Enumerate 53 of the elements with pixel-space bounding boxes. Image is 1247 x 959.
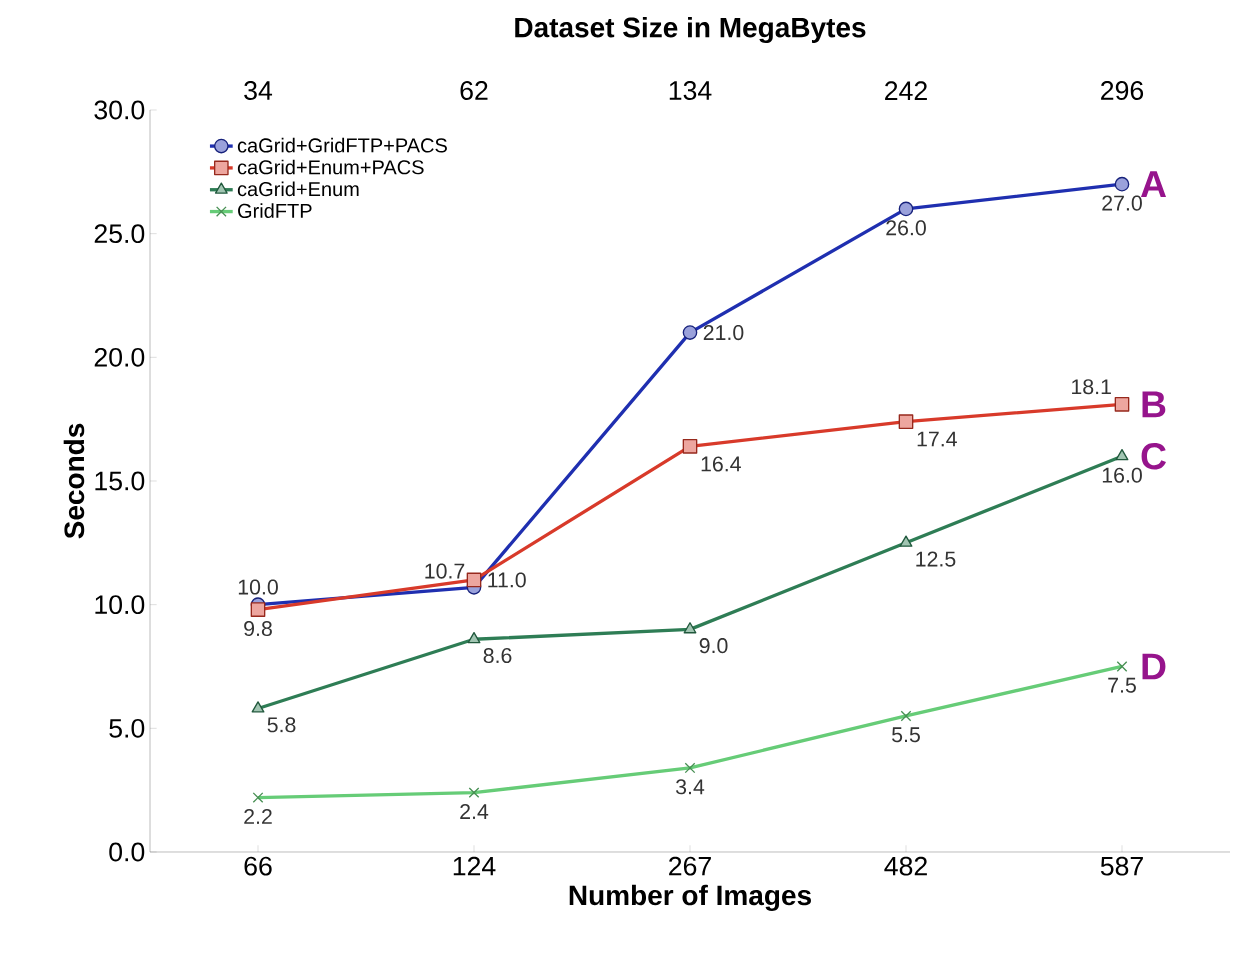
point [683,622,697,634]
data-label: 2.4 [460,804,489,819]
y-axis-title: Seconds [63,423,85,539]
data-label: 16.4 [701,456,741,472]
annotation: A [1140,171,1167,198]
point [899,535,913,547]
data-label: 16.0 [1102,467,1142,483]
data-label: 26.0 [886,220,926,236]
x-axis-title: Number of Images [569,884,811,911]
y-tick-label: 15.0 [95,471,145,491]
x-tick-label: 124 [453,856,496,876]
legend-label: GridFTP [238,203,312,218]
annotation: C [1141,443,1166,470]
x2-axis-title: Dataset Size in MegaBytes [515,16,866,44]
data-label: 2.2 [244,808,272,824]
data-label: 10.7 [425,563,465,579]
point [467,631,481,644]
data-label: 5.8 [267,717,296,733]
point [251,701,265,713]
legend-label: caGrid+Enum+PACS [237,159,424,175]
data-label: 27.0 [1102,195,1142,211]
data-label: 12.5 [916,551,956,567]
legend-label: caGrid+Enum [237,181,359,197]
y-tick-label: 20.0 [94,347,145,367]
data-label: 11.0 [488,572,526,588]
text: 34 [244,81,273,100]
data-label: 18.1 [1072,379,1111,395]
data-label: 8.6 [483,648,512,664]
y-tick-label: 5.0 [109,718,145,738]
text: 296 [1101,81,1144,100]
annotation: B [1142,391,1166,418]
data-label: 10.0 [238,579,278,595]
text: 134 [669,81,712,100]
data-label: 21.0 [703,325,744,341]
data-label: 9.0 [699,638,728,654]
x-tick-label: 267 [669,856,711,876]
y-tick-label: 0.0 [109,842,145,862]
data-label: 17.4 [917,431,957,447]
x-tick-label: 482 [884,856,927,876]
text: 242 [885,81,927,100]
x-tick-label: 587 [1100,856,1143,876]
x-tick-label: 66 [244,856,272,876]
data-label: 9.8 [244,620,272,637]
legend-label: caGrid+GridFTP+PACS [237,137,447,153]
data-label: 5.5 [892,727,920,743]
y-tick-label: 30.0 [94,100,145,120]
data-label: 7.5 [1108,677,1136,693]
annotation: D [1142,653,1166,680]
y-tick-label: 10.0 [95,595,145,615]
point [1115,448,1129,461]
data-label: 3.4 [675,779,705,795]
y-tick-label: 25.0 [94,224,145,244]
text: 62 [460,81,488,100]
